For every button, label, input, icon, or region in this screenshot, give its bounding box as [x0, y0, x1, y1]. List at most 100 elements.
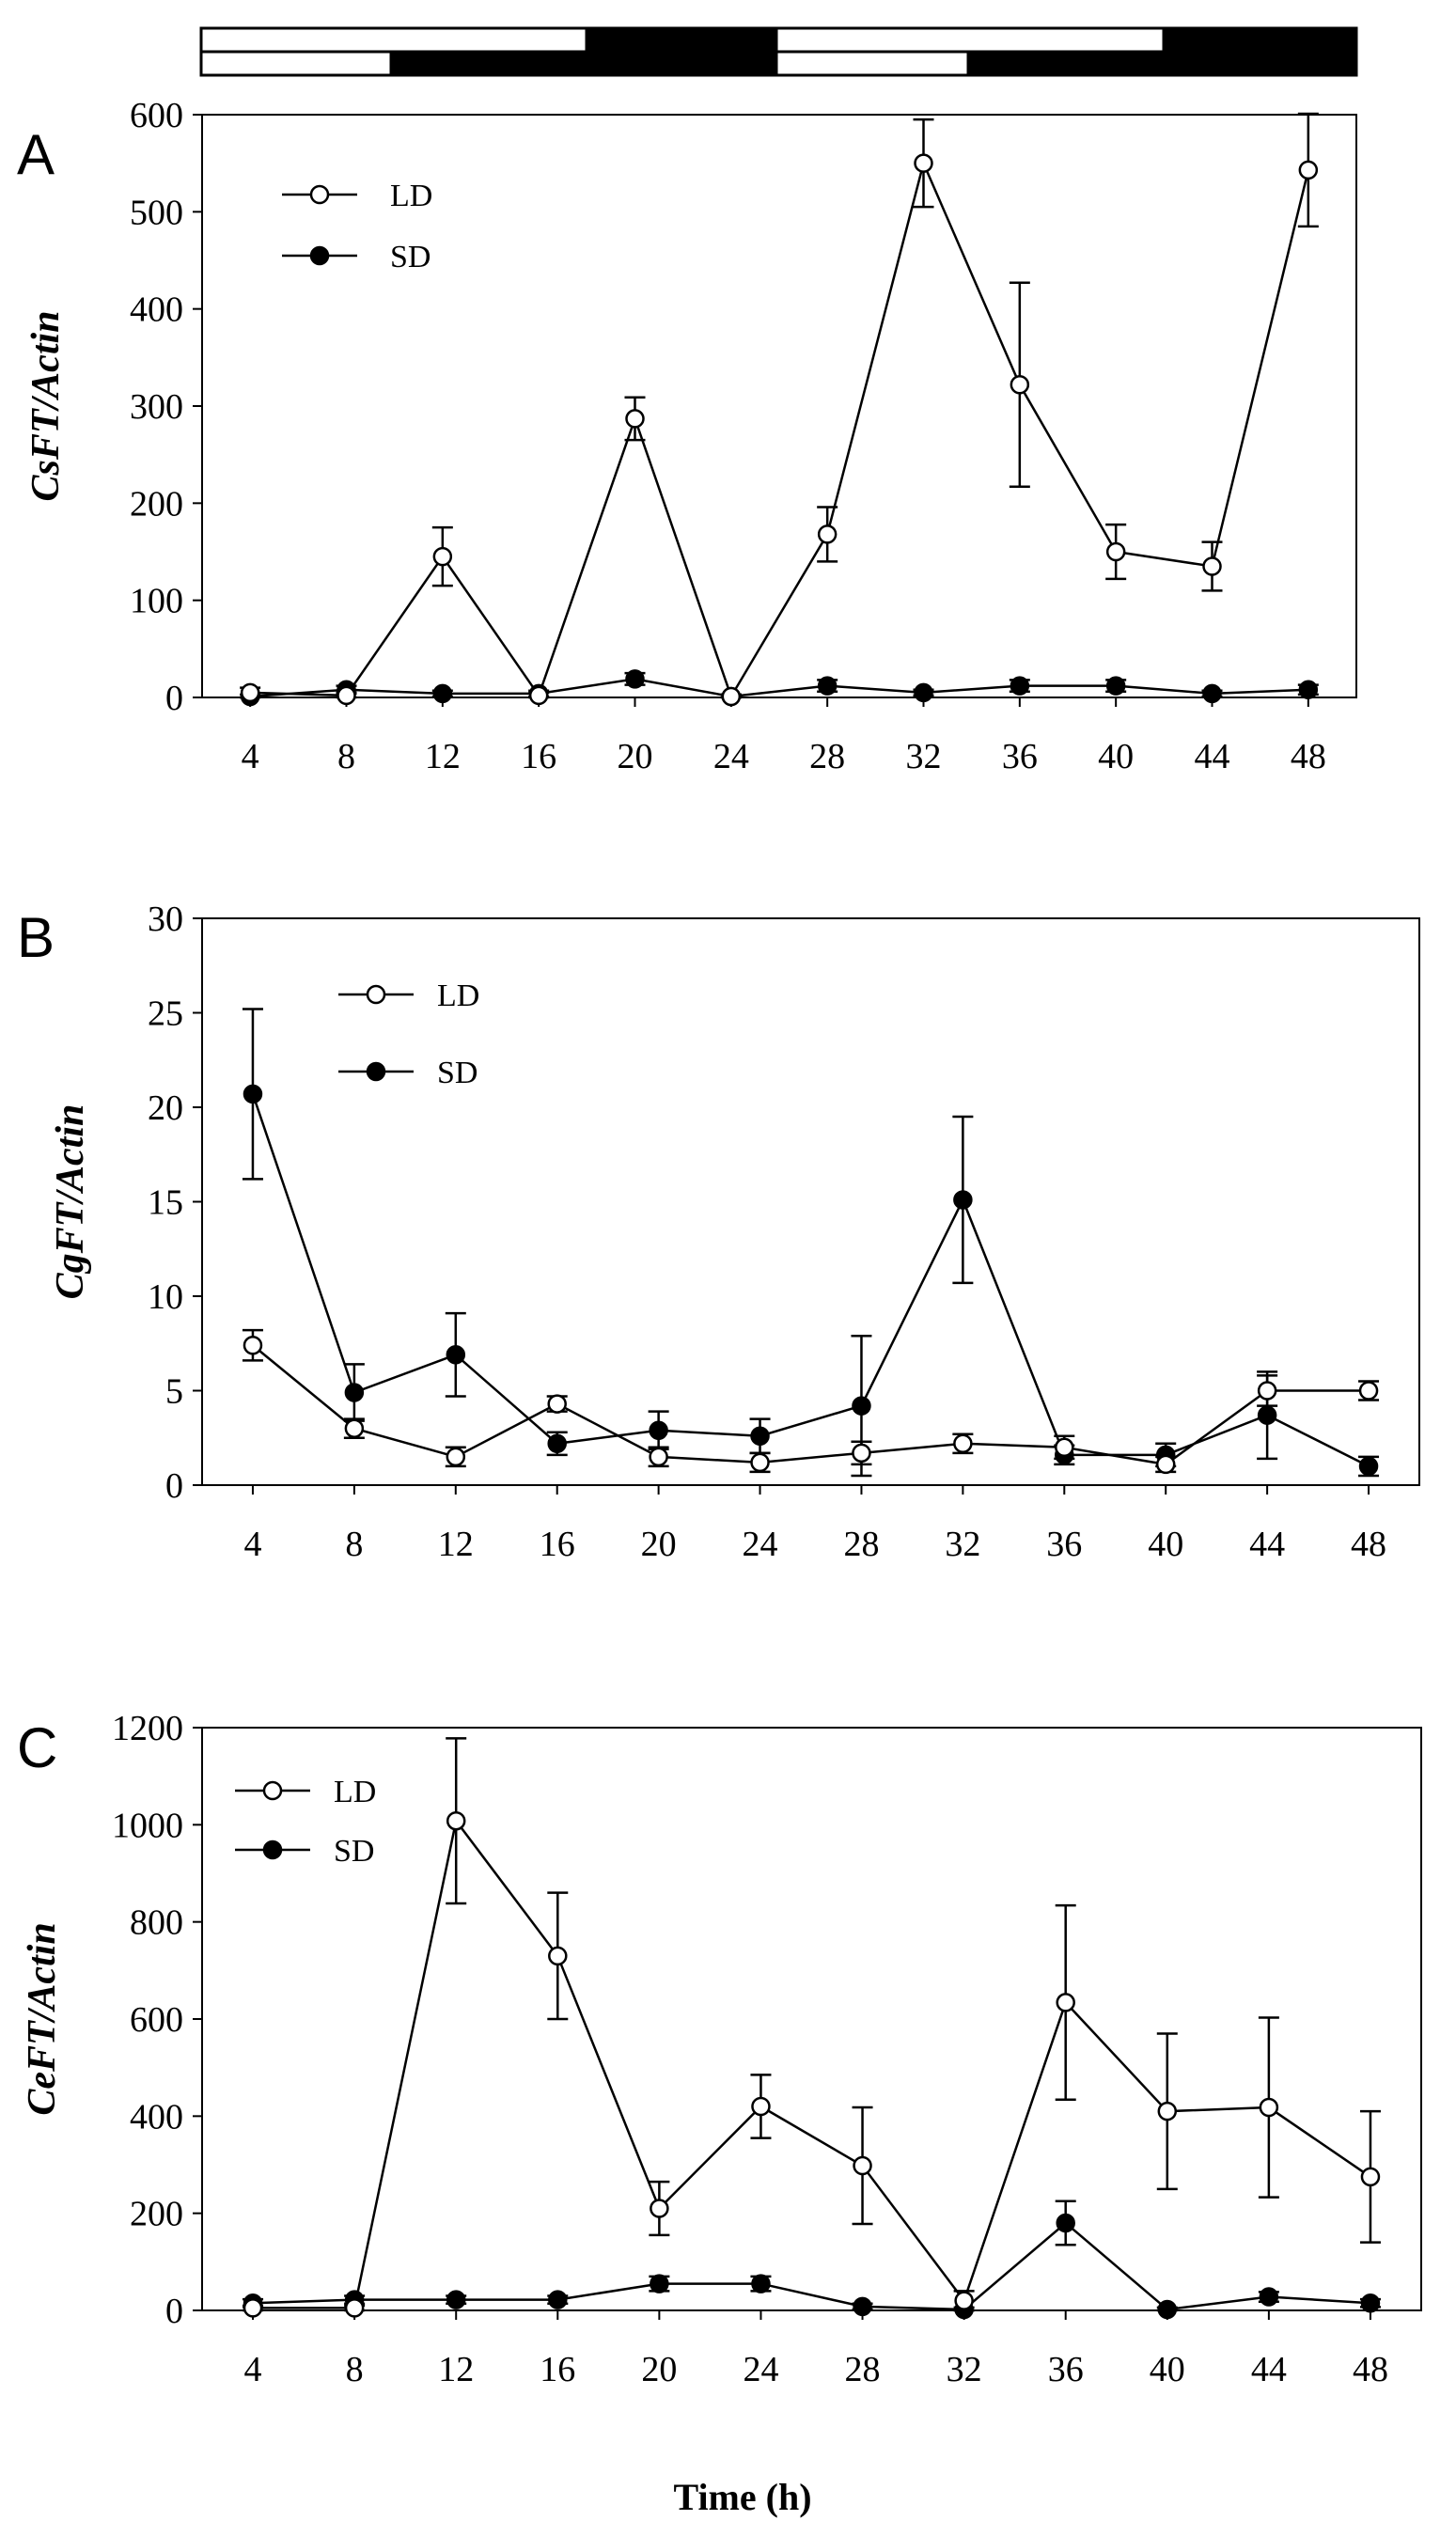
- data-point: [547, 1394, 567, 1414]
- data-point: [1105, 541, 1126, 562]
- data-point: [1358, 1381, 1379, 1401]
- x-tick-label: 48: [1291, 737, 1326, 776]
- y-tick-label: 0: [165, 679, 183, 718]
- y-axis-title: CeFT/Actin: [21, 1922, 64, 2115]
- series-ld-line: [253, 1818, 1371, 2309]
- panel-letter: A: [17, 123, 55, 186]
- series-ld: [243, 1737, 1381, 2318]
- plot-frame: [201, 1727, 1422, 2311]
- x-tick-label: 16: [540, 2350, 575, 2389]
- photoperiod-ld-light-1: [199, 26, 588, 54]
- data-point: [1360, 2167, 1381, 2187]
- y-tick-label: 600: [130, 2000, 183, 2040]
- y-tick-label: 400: [130, 2097, 183, 2137]
- x-tick-label: 36: [1046, 1525, 1082, 1564]
- legend-marker: [309, 184, 330, 205]
- photoperiod-sd-dark-1: [391, 52, 776, 75]
- data-point: [649, 1447, 668, 1467]
- photoperiod-ld-dark-1: [587, 28, 776, 52]
- photoperiod-sd-light-2: [775, 50, 970, 77]
- series-ld-line: [252, 1344, 1370, 1466]
- x-tick-label: 12: [438, 2350, 474, 2389]
- x-tick-label: 40: [1150, 2350, 1185, 2389]
- legend-marker: [309, 245, 330, 266]
- data-point: [750, 1452, 770, 1473]
- x-tick-label: 28: [809, 737, 845, 776]
- x-tick-label: 16: [540, 1525, 575, 1564]
- data-point: [1257, 1405, 1277, 1425]
- y-tick-label: 25: [148, 994, 183, 1034]
- x-tick-label: 32: [906, 737, 942, 776]
- data-point: [1202, 556, 1222, 576]
- series-ld-line: [250, 159, 1310, 699]
- data-point: [1360, 2293, 1381, 2313]
- y-axis-title: CsFT/Actin: [24, 310, 68, 501]
- data-point: [1298, 680, 1319, 699]
- data-point: [344, 1418, 365, 1438]
- y-tick-label: 20: [148, 1088, 183, 1128]
- y-tick-label: 0: [165, 1466, 183, 1506]
- data-point: [817, 524, 838, 544]
- data-point: [240, 682, 260, 703]
- x-tick-label: 12: [438, 1525, 474, 1564]
- y-tick-label: 10: [148, 1277, 183, 1317]
- legend-marker: [262, 1839, 283, 1860]
- data-point: [750, 1426, 770, 1446]
- data-point: [243, 1336, 263, 1355]
- y-tick-label: 800: [130, 1903, 183, 1943]
- data-point: [547, 1433, 567, 1454]
- photoperiod-sd-dark-2: [968, 52, 1356, 75]
- y-tick-label: 100: [130, 582, 183, 621]
- x-tick-label: 20: [641, 1525, 677, 1564]
- data-point: [548, 2290, 568, 2309]
- x-tick-label: 20: [618, 737, 653, 776]
- data-point: [1257, 1381, 1277, 1401]
- data-point: [914, 682, 933, 703]
- x-tick-label: 16: [521, 737, 556, 776]
- data-point: [852, 1443, 871, 1464]
- y-tick-label: 15: [148, 1183, 183, 1223]
- series-sd-line: [252, 2221, 1371, 2311]
- y-tick-label: 200: [130, 2195, 183, 2234]
- legend-marker: [366, 984, 386, 1005]
- data-point: [721, 686, 742, 707]
- x-tick-label: 8: [346, 2350, 364, 2389]
- x-tick-label: 20: [641, 2350, 677, 2389]
- data-point: [337, 685, 356, 706]
- data-point: [852, 1396, 871, 1416]
- data-point: [243, 1084, 263, 1104]
- legend-label: SD: [437, 1056, 478, 1090]
- legend-label: SD: [390, 240, 431, 274]
- data-point: [344, 2298, 365, 2318]
- data-point: [1056, 2213, 1075, 2233]
- data-point: [446, 1447, 466, 1467]
- x-tick-label: 44: [1251, 2350, 1287, 2389]
- data-point: [432, 546, 453, 567]
- data-point: [954, 2291, 974, 2310]
- data-point: [817, 676, 838, 696]
- x-tick-label: 24: [743, 2350, 778, 2389]
- plot-frame: [201, 114, 1357, 698]
- x-tick-label: 4: [243, 1525, 261, 1564]
- legend-marker: [262, 1780, 283, 1801]
- x-tick-label: 28: [845, 2350, 881, 2389]
- data-point: [1055, 1437, 1074, 1458]
- x-tick-label: 4: [244, 2350, 262, 2389]
- legend-label: LD: [390, 179, 432, 213]
- x-tick-label: 4: [242, 737, 259, 776]
- data-point: [1157, 2101, 1178, 2121]
- x-tick-label: 12: [425, 737, 461, 776]
- series-sd: [243, 2199, 1381, 2320]
- series-sd-line: [251, 1093, 1370, 1468]
- x-tick-label: 8: [345, 1525, 363, 1564]
- data-point: [649, 1420, 668, 1440]
- data-point: [914, 153, 933, 173]
- y-tick-label: 30: [148, 900, 183, 939]
- data-point: [432, 683, 453, 704]
- x-tick-label: 24: [743, 1525, 778, 1564]
- data-point: [1155, 1454, 1176, 1475]
- x-tick-label: 24: [713, 737, 749, 776]
